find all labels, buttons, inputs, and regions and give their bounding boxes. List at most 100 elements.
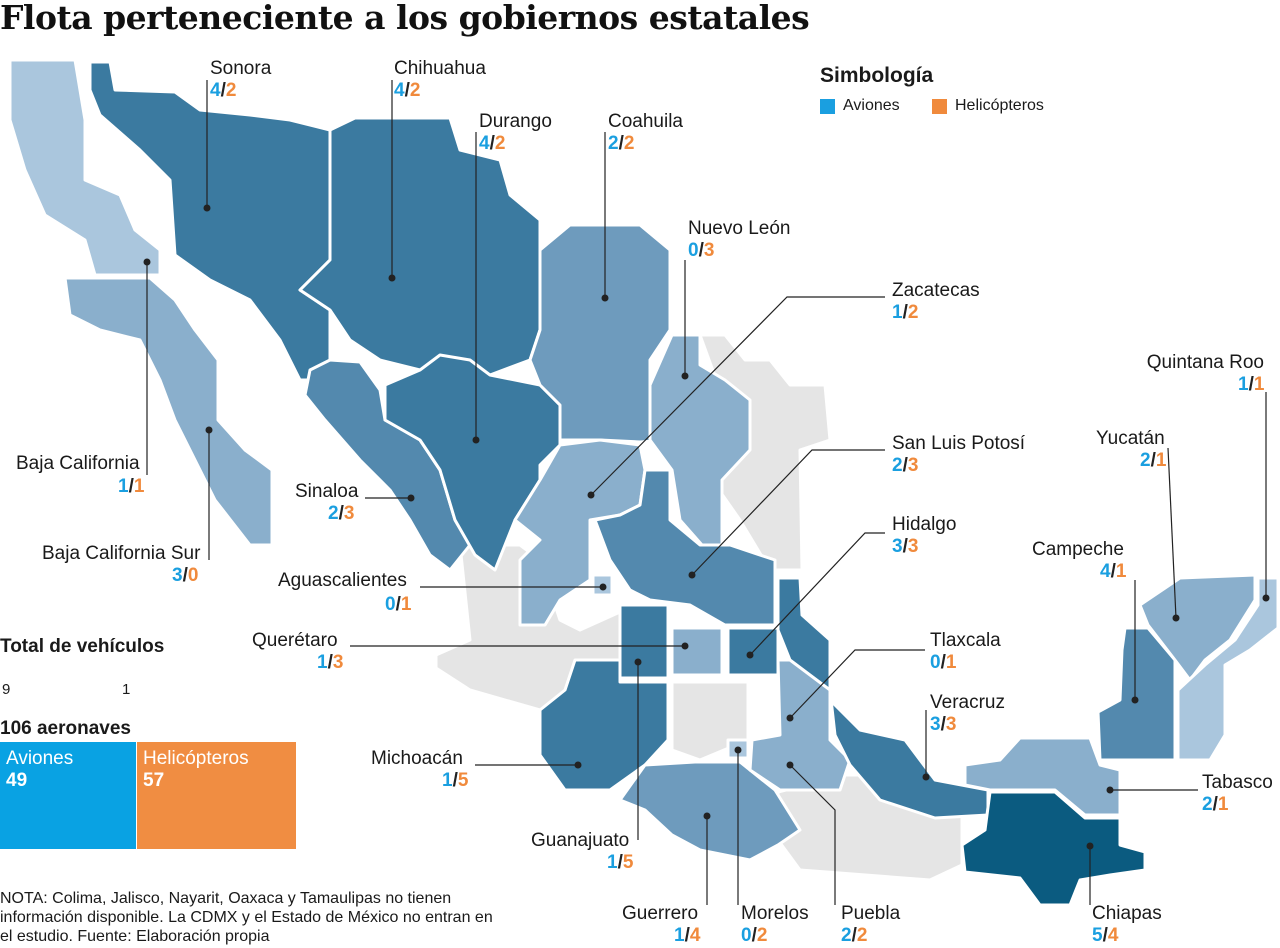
state-baja-california[interactable]: [8, 58, 162, 277]
planes-count: 5: [1092, 925, 1103, 946]
state-san-luis-potosi[interactable]: [593, 468, 777, 627]
state-baja-california-sur[interactable]: [63, 276, 274, 547]
label-sinaloa: Sinaloa: [295, 481, 359, 502]
state-queretaro[interactable]: [670, 626, 724, 677]
planes-count: 4: [210, 80, 221, 101]
planes-swatch: [820, 98, 835, 114]
planes-count: 2: [1140, 450, 1151, 471]
totals-title: Total de vehículos: [0, 636, 165, 657]
helis-count: 2: [907, 302, 919, 323]
state-yucatan[interactable]: [1138, 573, 1257, 682]
counts-morelos: 0/2: [741, 925, 768, 946]
planes-count: 2: [328, 503, 339, 524]
legend-planes: Aviones: [820, 97, 900, 115]
label-guerrero: Guerrero: [622, 903, 699, 924]
helis-count: 3: [343, 503, 355, 524]
helis-count: 2: [856, 925, 868, 946]
counts-sinaloa: 2/3: [328, 503, 355, 524]
legend-title: Simbología: [820, 64, 934, 87]
helis-count: 1: [400, 594, 412, 615]
state-sinaloa[interactable]: [303, 358, 472, 572]
planes-count: 0: [930, 652, 941, 673]
helis-count: 2: [409, 80, 421, 101]
helis-count: 1: [1155, 450, 1167, 471]
helis-count: 3: [332, 652, 344, 673]
label-hidalgo: Hidalgo: [892, 514, 957, 535]
counts-veracruz: 3/3: [930, 714, 957, 735]
legend-helis-label: Helicópteros: [955, 97, 1044, 114]
helis-bar-value: 57: [143, 770, 165, 791]
planes-count: 1: [118, 476, 129, 497]
state-nuevo-leon[interactable]: [648, 333, 752, 547]
counts-puebla: 2/2: [841, 925, 868, 946]
label-chiapas: Chiapas: [1092, 903, 1162, 924]
helis-count: 1: [133, 476, 145, 497]
planes-count: 3: [930, 714, 941, 735]
planes-count: 2: [608, 133, 619, 154]
state-quintana-roo[interactable]: [1176, 576, 1280, 762]
state-guanajuato[interactable]: [618, 603, 670, 680]
state-michoacan[interactable]: [538, 658, 670, 792]
state-campeche[interactable]: [1096, 626, 1177, 762]
helis-count: 2: [225, 80, 237, 101]
state-chiapas[interactable]: [960, 790, 1147, 907]
label-yucatan: Yucatán: [1096, 428, 1165, 449]
label-baja-california: Baja California: [16, 453, 140, 474]
label-zacatecas: Zacatecas: [892, 280, 980, 301]
label-durango: Durango: [479, 111, 552, 132]
leader-lines: [143, 80, 1270, 905]
state-zacatecas[interactable]: [513, 438, 647, 627]
planes-count: 4: [1100, 561, 1111, 582]
helis-count: 2: [623, 133, 635, 154]
counts-tlaxcala: 0/1: [930, 652, 957, 673]
label-san-luis-potosi: San Luis Potosí: [892, 433, 1026, 454]
planes-count: 0: [688, 240, 699, 261]
label-nuevo-leon: Nuevo León: [688, 218, 791, 239]
helis-count: 3: [945, 714, 957, 735]
label-michoacan: Michoacán: [371, 748, 463, 769]
legend-planes-label: Aviones: [843, 97, 900, 114]
label-morelos: Morelos: [741, 903, 809, 924]
helis-count: 3: [703, 240, 715, 261]
planes-count: 1: [674, 925, 685, 946]
helis-count: 4: [689, 925, 701, 946]
planes-count: 4: [479, 133, 490, 154]
planes-count: 1: [317, 652, 328, 673]
counts-quintana-roo: 1/1: [1238, 374, 1265, 395]
planes-count: 1: [607, 852, 618, 873]
state-sonora[interactable]: [88, 60, 332, 382]
scale-tick-min: 1: [122, 681, 131, 698]
label-coahuila: Coahuila: [608, 111, 683, 132]
planes-count: 2: [841, 925, 852, 946]
helis-count: 1: [1115, 561, 1127, 582]
counts-chiapas: 5/4: [1092, 925, 1119, 946]
counts-nuevo-leon: 0/3: [688, 240, 715, 261]
label-puebla: Puebla: [841, 903, 901, 924]
helis-count: 1: [1253, 374, 1265, 395]
helis-count: 5: [457, 770, 469, 791]
planes-count: 1: [892, 302, 903, 323]
state-chihuahua[interactable]: [298, 116, 542, 377]
planes-count: 4: [394, 80, 405, 101]
scale-tick-max: 9: [2, 681, 11, 698]
counts-baja-california: 1/1: [118, 476, 145, 497]
planes-count: 2: [892, 455, 903, 476]
counts-sonora: 4/2: [210, 80, 237, 101]
label-quintana-roo: Quintana Roo: [1146, 352, 1264, 373]
state-tabasco[interactable]: [963, 736, 1122, 817]
counts-chihuahua: 4/2: [394, 80, 421, 101]
label-queretaro: Querétaro: [252, 630, 338, 651]
helis-swatch: [932, 98, 947, 114]
state-guerrero[interactable]: [618, 760, 802, 862]
counts-tabasco: 2/1: [1202, 794, 1229, 815]
helis-count: 2: [494, 133, 506, 154]
counts-zacatecas: 1/2: [892, 302, 919, 323]
helis-count: 3: [907, 536, 919, 557]
planes-bar-label: Aviones: [6, 748, 74, 769]
counts-yucatan: 2/1: [1140, 450, 1167, 471]
page-title: Flota perteneciente a los gobiernos esta…: [0, 0, 810, 37]
label-campeche: Campeche: [1032, 539, 1124, 560]
helis-bar: Helicópteros 57: [137, 742, 296, 849]
legend-helis: Helicópteros: [932, 97, 1044, 115]
